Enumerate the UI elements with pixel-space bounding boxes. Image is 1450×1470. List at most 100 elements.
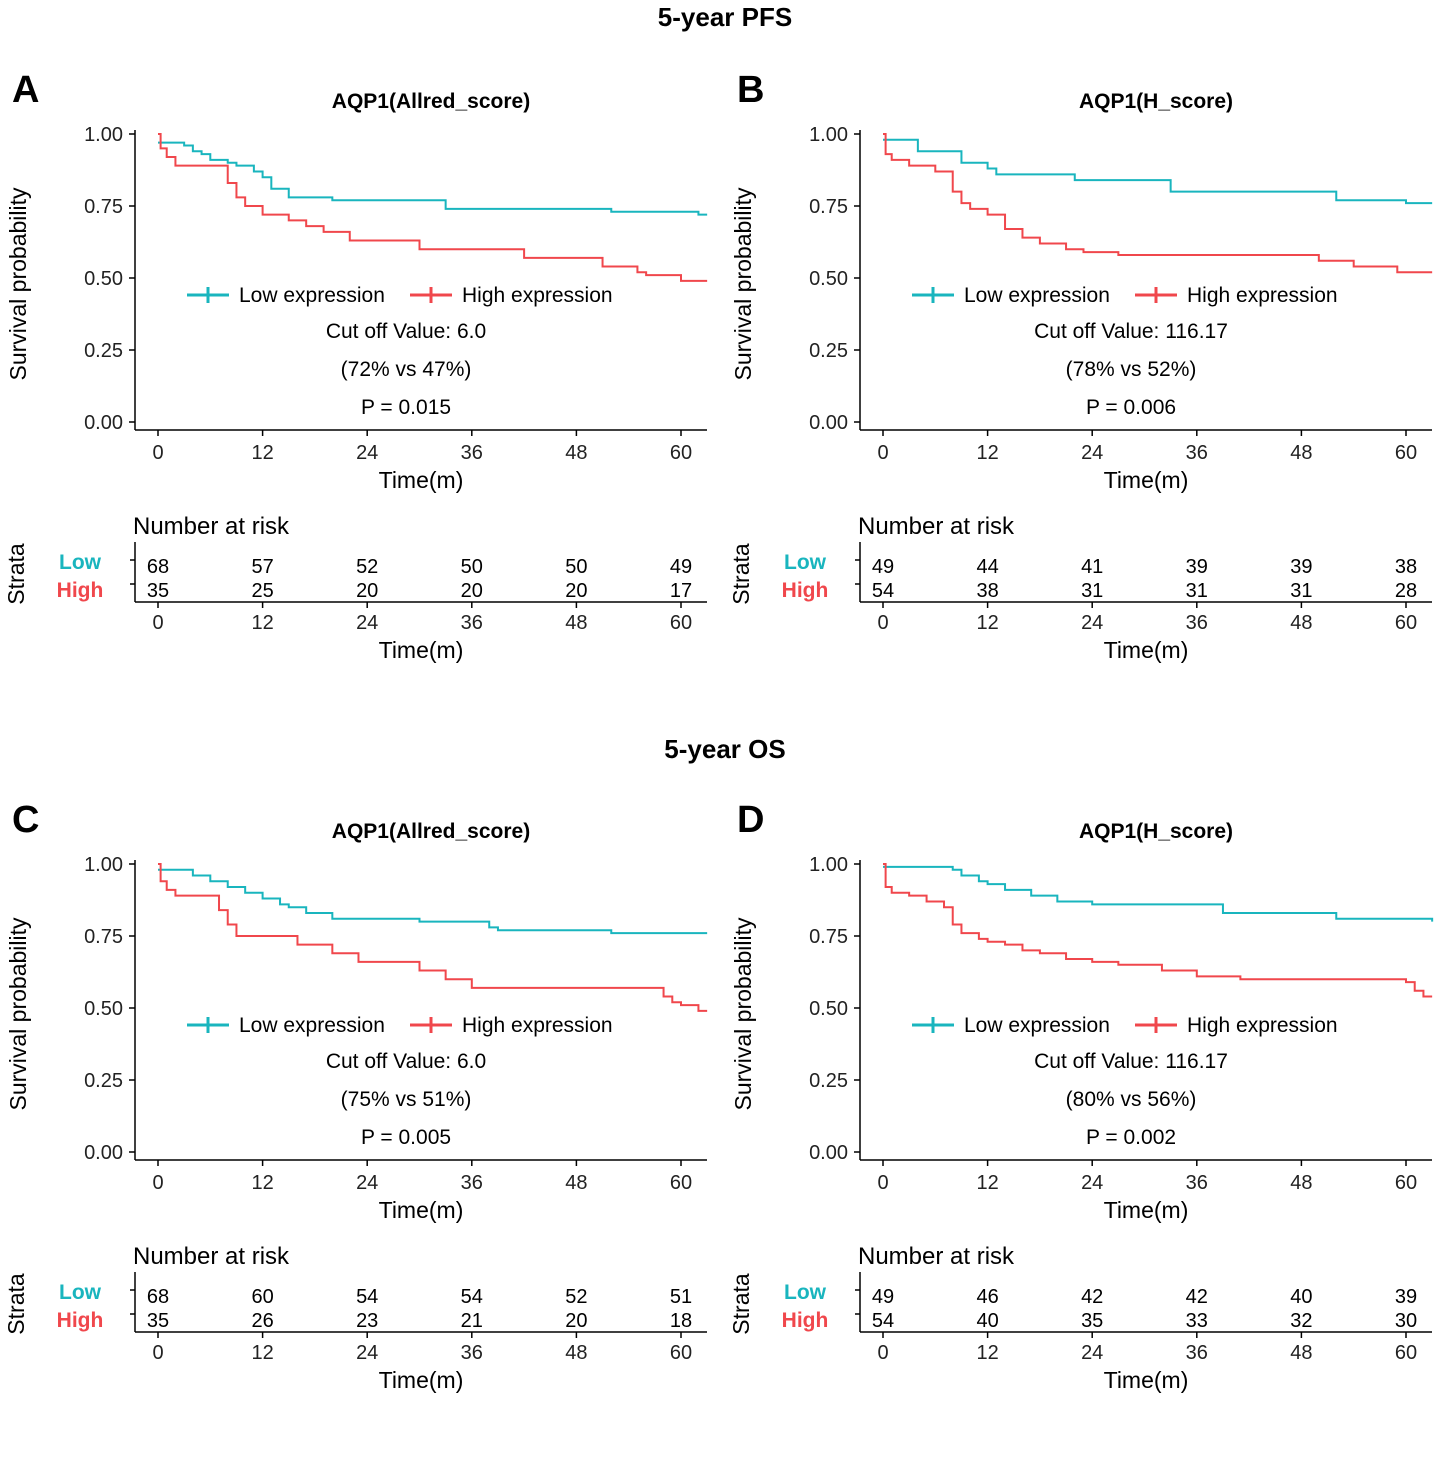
risk-x-tick-label: 12	[251, 612, 273, 634]
chart-title: AQP1(H_score)	[1079, 820, 1233, 843]
x-tick-label: 48	[565, 442, 587, 464]
x-axis-label: Time(m)	[1104, 1197, 1189, 1223]
x-tick-label: 60	[1395, 442, 1417, 464]
y-tick-label: 0.50	[809, 268, 848, 290]
x-tick-label: 60	[1395, 1172, 1417, 1194]
x-tick-label: 24	[1081, 442, 1103, 464]
y-tick-label: 0.25	[809, 1070, 848, 1092]
y-tick-label: 0.00	[84, 1142, 123, 1164]
risk-x-axis-label: Time(m)	[379, 637, 464, 663]
y-tick-label: 0.00	[809, 412, 848, 434]
y-tick-label: 0.75	[84, 926, 123, 948]
p-value: P = 0.006	[1086, 396, 1176, 419]
risk-x-tick-label: 0	[152, 612, 163, 634]
legend-low-label: Low expression	[964, 1014, 1110, 1037]
legend-low-entry: Low expression	[912, 284, 1110, 307]
risk-count-high: 35	[147, 1310, 169, 1332]
legend-low-label: Low expression	[964, 284, 1110, 307]
risk-count-low: 54	[356, 1286, 378, 1308]
y-tick-label: 0.00	[84, 412, 123, 434]
strata-high-label: High	[57, 1309, 104, 1332]
legend-high-label: High expression	[1187, 284, 1338, 307]
risk-table-title: Number at risk	[858, 513, 1015, 540]
risk-count-low: 42	[1081, 1286, 1103, 1308]
chart-title: AQP1(Allred_score)	[332, 820, 530, 843]
legend-low-entry: Low expression	[912, 1014, 1110, 1037]
risk-count-high: 31	[1186, 580, 1208, 602]
y-tick-label: 1.00	[809, 854, 848, 876]
panel-letter: C	[12, 799, 39, 841]
risk-count-high: 33	[1186, 1310, 1208, 1332]
risk-x-axis-label: Time(m)	[379, 1367, 464, 1393]
km-chart-svg: D AQP1(H_score) 0.00 0.25 0.50 0.75 1.00 0 12 24 3…	[728, 799, 1434, 1393]
strata-low-label: Low	[784, 1281, 827, 1304]
x-tick-label: 36	[461, 1172, 483, 1194]
risk-x-tick-label: 36	[1186, 1342, 1208, 1364]
low-expression-curve	[883, 865, 1434, 922]
risk-count-high: 20	[356, 580, 378, 602]
y-tick-label: 0.75	[809, 926, 848, 948]
panel-letter: D	[737, 799, 764, 841]
risk-count-high: 54	[872, 1310, 894, 1332]
x-tick-label: 48	[1290, 1172, 1312, 1194]
x-tick-label: 0	[152, 1172, 163, 1194]
survival-rates: (72% vs 47%)	[341, 358, 472, 381]
risk-count-low: 50	[565, 556, 587, 578]
risk-x-tick-label: 36	[461, 612, 483, 634]
high-expression-curve	[883, 133, 1433, 274]
high-expression-curve	[158, 863, 708, 1012]
y-tick-label: 0.50	[84, 998, 123, 1020]
risk-count-low: 39	[1290, 556, 1312, 578]
cutoff-value: Cut off Value: 6.0	[326, 1050, 486, 1073]
x-tick-label: 12	[251, 442, 273, 464]
y-axis-label: Survival probability	[5, 917, 31, 1111]
low-expression-curve	[883, 138, 1433, 205]
legend-low-label: Low expression	[239, 1014, 385, 1037]
risk-x-tick-label: 60	[1395, 1342, 1417, 1364]
survival-rates: (75% vs 51%)	[341, 1088, 472, 1111]
x-tick-label: 12	[976, 442, 998, 464]
risk-count-low: 49	[872, 1286, 894, 1308]
x-tick-label: 12	[976, 1172, 998, 1194]
y-tick-label: 0.25	[84, 1070, 123, 1092]
p-value: P = 0.002	[1086, 1126, 1176, 1149]
y-tick-label: 0.00	[809, 1142, 848, 1164]
y-tick-label: 1.00	[809, 124, 848, 146]
x-tick-label: 0	[877, 442, 888, 464]
risk-count-high: 20	[565, 580, 587, 602]
strata-high-label: High	[782, 1309, 829, 1332]
risk-count-high: 23	[356, 1310, 378, 1332]
risk-count-low: 49	[872, 556, 894, 578]
strata-low-label: Low	[784, 551, 827, 574]
risk-x-tick-label: 24	[1081, 612, 1103, 634]
risk-x-tick-label: 24	[356, 612, 378, 634]
p-value: P = 0.015	[361, 396, 451, 419]
risk-count-low: 51	[670, 1286, 692, 1308]
strata-axis-label: Strata	[728, 1273, 754, 1335]
panel-letter: A	[12, 69, 39, 111]
risk-x-tick-label: 0	[877, 612, 888, 634]
km-panel-b: B AQP1(H_score) 0.00 0.25 0.50 0.75 1.00 0 12 24 3…	[725, 60, 1450, 740]
y-axis-label: Survival probability	[5, 187, 31, 381]
strata-axis-label: Strata	[728, 543, 754, 605]
x-tick-label: 36	[1186, 1172, 1208, 1194]
risk-x-axis-label: Time(m)	[1104, 1367, 1189, 1393]
risk-x-tick-label: 12	[976, 612, 998, 634]
risk-count-low: 68	[147, 1286, 169, 1308]
risk-count-high: 54	[872, 580, 894, 602]
x-tick-label: 36	[1186, 442, 1208, 464]
strata-high-label: High	[782, 579, 829, 602]
risk-count-high: 30	[1395, 1310, 1417, 1332]
low-expression-curve	[158, 868, 708, 935]
x-axis-label: Time(m)	[379, 1197, 464, 1223]
risk-x-tick-label: 60	[670, 1342, 692, 1364]
legend-high-label: High expression	[462, 284, 613, 307]
y-tick-label: 0.25	[809, 340, 848, 362]
x-tick-label: 36	[461, 442, 483, 464]
risk-count-high: 31	[1290, 580, 1312, 602]
risk-count-low: 54	[461, 1286, 483, 1308]
chart-title: AQP1(H_score)	[1079, 90, 1233, 113]
risk-count-high: 17	[670, 580, 692, 602]
risk-count-low: 60	[251, 1286, 273, 1308]
high-expression-curve	[158, 133, 708, 282]
